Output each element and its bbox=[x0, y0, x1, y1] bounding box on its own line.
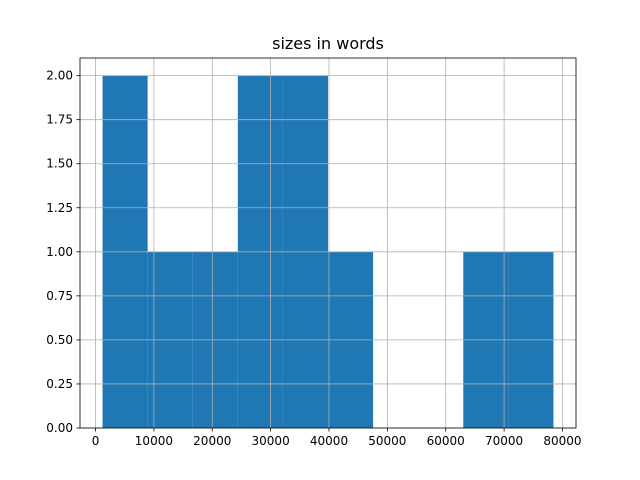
x-tick-label: 20000 bbox=[193, 434, 231, 448]
x-tick-label: 70000 bbox=[485, 434, 523, 448]
x-tick-label: 40000 bbox=[310, 434, 348, 448]
x-tick-label: 60000 bbox=[427, 434, 465, 448]
plot-frame bbox=[79, 57, 577, 429]
x-tick-label: 80000 bbox=[543, 434, 581, 448]
chart-title: sizes in words bbox=[272, 34, 384, 53]
y-tick-label: 0.25 bbox=[46, 377, 73, 391]
x-tick-label: 50000 bbox=[368, 434, 406, 448]
x-tick-label: 10000 bbox=[135, 434, 173, 448]
y-tick-label: 1.75 bbox=[46, 113, 73, 127]
y-tick-label: 2.00 bbox=[46, 69, 73, 83]
y-tick-label: 0.50 bbox=[46, 333, 73, 347]
y-tick-label: 0.75 bbox=[46, 289, 73, 303]
y-tick-label: 1.00 bbox=[46, 245, 73, 259]
x-tick-label: 30000 bbox=[252, 434, 290, 448]
y-tick-label: 0.00 bbox=[46, 421, 73, 435]
y-tick-label: 1.50 bbox=[46, 157, 73, 171]
y-tick-label: 1.25 bbox=[46, 201, 73, 215]
x-tick-label: 0 bbox=[92, 434, 100, 448]
